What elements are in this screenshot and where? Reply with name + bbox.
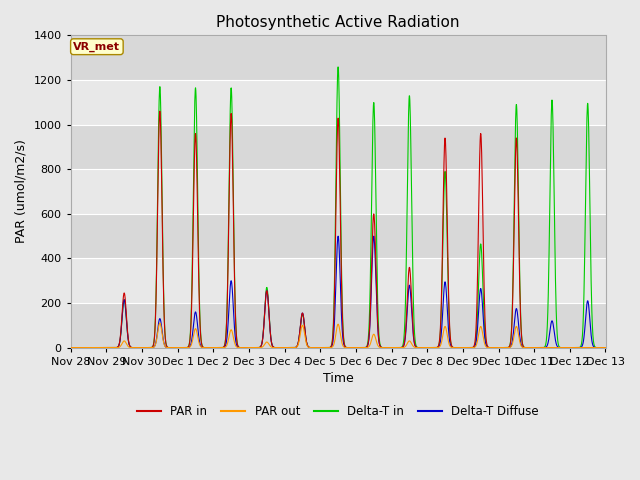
Line: PAR out: PAR out <box>70 323 605 348</box>
PAR out <box>493 345 501 350</box>
PAR out <box>354 345 362 350</box>
Delta-T Diffuse <box>370 233 378 239</box>
PAR in <box>493 345 501 350</box>
PAR in <box>365 331 373 337</box>
Delta-T in <box>570 345 577 350</box>
PAR out <box>602 345 609 350</box>
PAR out <box>67 345 74 350</box>
PAR out <box>570 345 577 350</box>
PAR in <box>570 345 577 350</box>
PAR in <box>602 345 609 350</box>
Delta-T Diffuse <box>67 345 74 350</box>
Line: Delta-T Diffuse: Delta-T Diffuse <box>70 236 605 348</box>
Delta-T Diffuse <box>353 345 361 350</box>
PAR in <box>555 345 563 350</box>
PAR out <box>555 345 563 350</box>
Delta-T in <box>602 345 609 350</box>
Delta-T in <box>354 345 362 350</box>
Delta-T Diffuse <box>555 345 563 350</box>
Delta-T in <box>555 342 563 348</box>
Text: VR_met: VR_met <box>74 42 120 52</box>
Line: PAR in: PAR in <box>70 111 605 348</box>
PAR in <box>595 345 603 350</box>
PAR in <box>354 345 362 350</box>
PAR out <box>365 343 373 349</box>
Delta-T in <box>493 345 501 350</box>
PAR in <box>216 345 224 350</box>
Delta-T Diffuse <box>570 345 577 350</box>
Bar <box>70 303 605 348</box>
PAR out <box>156 320 164 326</box>
Bar <box>70 124 605 169</box>
Bar <box>70 36 605 80</box>
Delta-T in <box>216 345 223 350</box>
Bar <box>70 214 605 258</box>
PAR in <box>67 345 74 350</box>
PAR in <box>156 108 164 114</box>
Delta-T Diffuse <box>493 345 501 350</box>
Line: Delta-T in: Delta-T in <box>70 67 605 348</box>
Delta-T Diffuse <box>365 336 372 342</box>
Delta-T Diffuse <box>602 345 609 350</box>
Delta-T Diffuse <box>216 345 223 350</box>
Y-axis label: PAR (umol/m2/s): PAR (umol/m2/s) <box>15 140 28 243</box>
Bar <box>70 258 605 303</box>
Delta-T in <box>334 64 342 70</box>
PAR out <box>216 345 224 350</box>
X-axis label: Time: Time <box>323 372 353 385</box>
Bar <box>70 169 605 214</box>
Bar <box>70 80 605 124</box>
Delta-T in <box>67 345 74 350</box>
PAR out <box>595 345 603 350</box>
Legend: PAR in, PAR out, Delta-T in, Delta-T Diffuse: PAR in, PAR out, Delta-T in, Delta-T Dif… <box>132 400 544 423</box>
Delta-T in <box>365 320 373 325</box>
Title: Photosynthetic Active Radiation: Photosynthetic Active Radiation <box>216 15 460 30</box>
